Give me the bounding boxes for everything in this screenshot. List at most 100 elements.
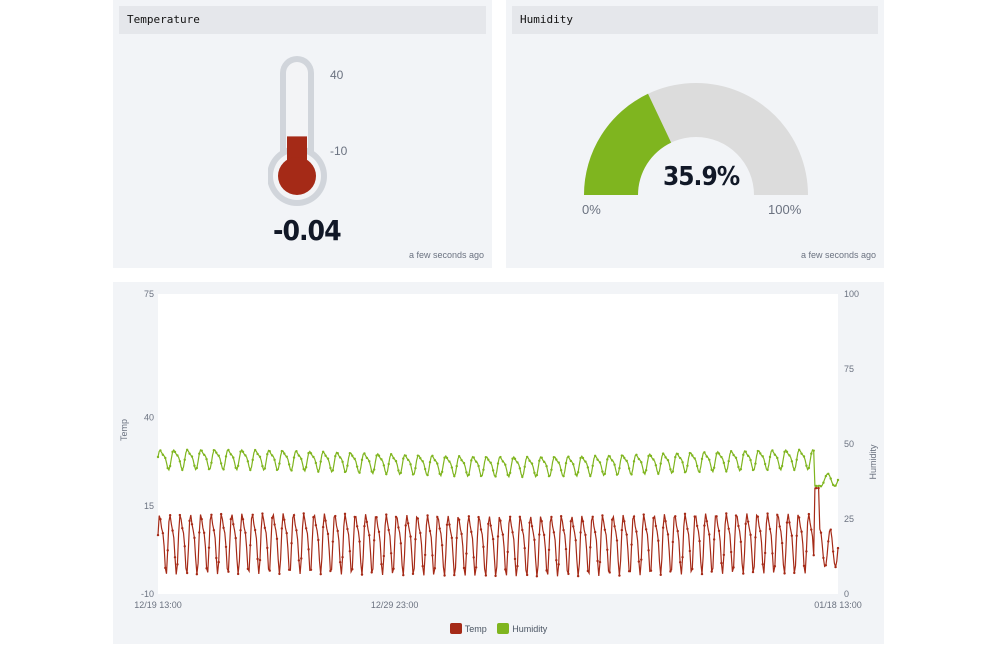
data-point (737, 524, 740, 528)
data-point (385, 472, 388, 476)
data-point (657, 472, 660, 476)
data-point (292, 513, 296, 517)
data-point (802, 455, 806, 458)
data-point (217, 454, 220, 457)
data-point (630, 543, 633, 546)
data-point (321, 450, 325, 453)
data-point (827, 472, 830, 476)
data-point (268, 450, 271, 453)
data-point (455, 464, 458, 468)
data-point (176, 563, 179, 566)
data-point (404, 524, 407, 527)
humidity-card: Humidity 35.9% 0% 100% a few seconds ago (506, 0, 884, 268)
data-point (455, 536, 458, 540)
data-point (659, 573, 662, 577)
data-point (829, 528, 832, 531)
data-point (392, 456, 395, 460)
data-point (790, 460, 794, 463)
data-point (239, 529, 242, 532)
data-point (729, 450, 733, 453)
data-point (540, 456, 543, 459)
data-point (700, 572, 704, 576)
data-point (440, 470, 444, 474)
legend-item-humidity[interactable]: Humidity (497, 623, 547, 634)
data-point (586, 569, 590, 573)
legend-item-temp[interactable]: Temp (449, 623, 487, 634)
x-tick-label: 12/29 23:00 (371, 600, 419, 610)
y-left-tick-label: 75 (144, 289, 154, 299)
x-tick-label: 01/18 13:00 (814, 600, 862, 610)
data-point (258, 558, 262, 562)
data-point (593, 454, 597, 458)
data-point (579, 456, 582, 460)
data-point (817, 486, 820, 490)
data-point (387, 528, 390, 532)
legend-label-temp: Temp (464, 623, 487, 634)
data-point (275, 468, 279, 472)
data-point (572, 462, 575, 466)
data-point (567, 572, 570, 576)
data-point (484, 574, 488, 577)
chart-legend: Temp Humidity (113, 623, 884, 636)
data-point (664, 456, 667, 459)
data-point (666, 458, 670, 462)
data-point (525, 573, 529, 577)
data-point (644, 528, 648, 531)
data-point (263, 526, 267, 530)
y-right-tick-label: 25 (844, 514, 854, 524)
data-point (836, 546, 840, 550)
data-point (353, 515, 356, 519)
data-point (678, 561, 682, 564)
data-point (236, 572, 240, 576)
data-point (426, 514, 429, 517)
data-point (261, 464, 264, 468)
data-point (824, 474, 828, 478)
data-point (205, 567, 208, 570)
data-point (749, 458, 752, 462)
data-point (535, 473, 539, 477)
data-point (314, 524, 318, 527)
data-point (759, 452, 762, 455)
data-point (397, 469, 400, 472)
data-point (326, 457, 330, 460)
data-point (300, 557, 303, 560)
data-point (618, 467, 621, 470)
data-point (632, 460, 636, 463)
data-point (171, 450, 174, 454)
data-point (304, 527, 308, 530)
data-point (317, 538, 320, 542)
data-point (190, 455, 194, 458)
data-point (822, 481, 825, 484)
thermometer-max-label: 40 (330, 68, 344, 82)
data-point (336, 451, 339, 455)
data-point (508, 515, 512, 519)
data-point (715, 452, 718, 455)
data-point (229, 453, 233, 456)
legend-swatch-temp (449, 623, 462, 634)
data-point (581, 456, 585, 460)
data-point (309, 568, 313, 571)
data-point (387, 462, 390, 466)
data-point (363, 452, 366, 455)
thermometer-min-label: -10 (330, 144, 348, 158)
data-point (831, 550, 835, 553)
data-point (606, 458, 609, 461)
data-point (615, 539, 619, 542)
data-point (589, 546, 592, 549)
data-point (287, 568, 291, 571)
data-point (491, 469, 495, 472)
data-point (261, 512, 264, 515)
data-point (181, 526, 184, 530)
data-point (346, 464, 349, 467)
data-point (363, 524, 366, 528)
data-point (256, 557, 259, 561)
data-point (489, 461, 492, 464)
data-point (251, 513, 254, 516)
data-point (307, 451, 310, 455)
data-point (457, 518, 461, 521)
data-point (678, 456, 682, 460)
data-point (215, 556, 218, 560)
data-point (581, 520, 585, 523)
data-point (569, 459, 573, 463)
data-point (683, 512, 687, 516)
